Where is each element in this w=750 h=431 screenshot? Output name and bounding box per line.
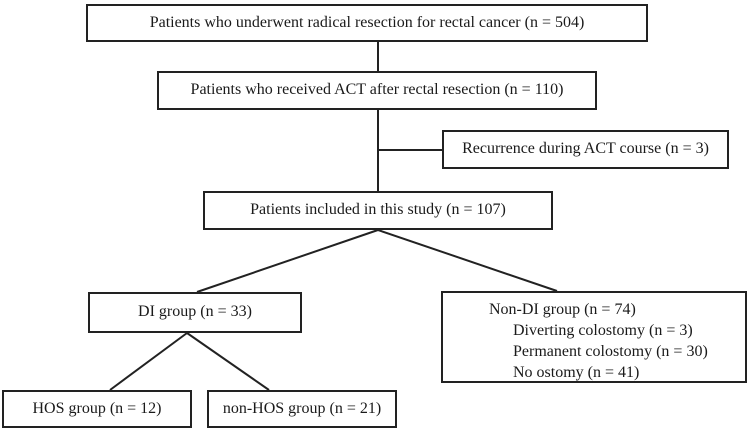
box-non-di-group: Non-DI group (n = 74) Diverting colostom… — [441, 291, 747, 383]
box-di-group: DI group (n = 33) — [88, 292, 302, 333]
box-hos-group-label: HOS group (n = 12) — [32, 399, 162, 417]
box-included-in-study: Patients included in this study (n = 107… — [203, 191, 553, 230]
non-di-item-diverting-colostomy: Diverting colostomy (n = 3) — [513, 322, 693, 339]
box-di-group-label: DI group (n = 33) — [138, 303, 252, 321]
box-non-hos-group: non-HOS group (n = 21) — [207, 390, 397, 428]
non-di-item-no-ostomy: No ostomy (n = 41) — [513, 364, 640, 381]
non-di-item-permanent-colostomy: Permanent colostomy (n = 30) — [513, 343, 708, 360]
box-recurrence-exclusion: Recurrence during ACT course (n = 3) — [442, 130, 729, 169]
box-radical-resection-label: Patients who underwent radical resection… — [149, 13, 585, 31]
box-non-hos-group-label: non-HOS group (n = 21) — [222, 399, 382, 417]
connector-included-to-nondi — [377, 229, 558, 292]
box-received-act-label: Patients who received ACT after rectal r… — [190, 81, 564, 99]
box-hos-group: HOS group (n = 12) — [2, 390, 192, 428]
box-radical-resection: Patients who underwent radical resection… — [86, 4, 648, 42]
box-received-act: Patients who received ACT after rectal r… — [157, 71, 597, 110]
non-di-group-title: Non-DI group (n = 74) — [489, 301, 636, 318]
connector-di-to-hos — [109, 332, 188, 391]
connector-di-to-nonhos — [186, 332, 270, 391]
box-included-in-study-label: Patients included in this study (n = 107… — [250, 201, 506, 219]
box-recurrence-exclusion-label: Recurrence during ACT course (n = 3) — [462, 140, 709, 158]
connector-included-to-di — [196, 229, 379, 293]
